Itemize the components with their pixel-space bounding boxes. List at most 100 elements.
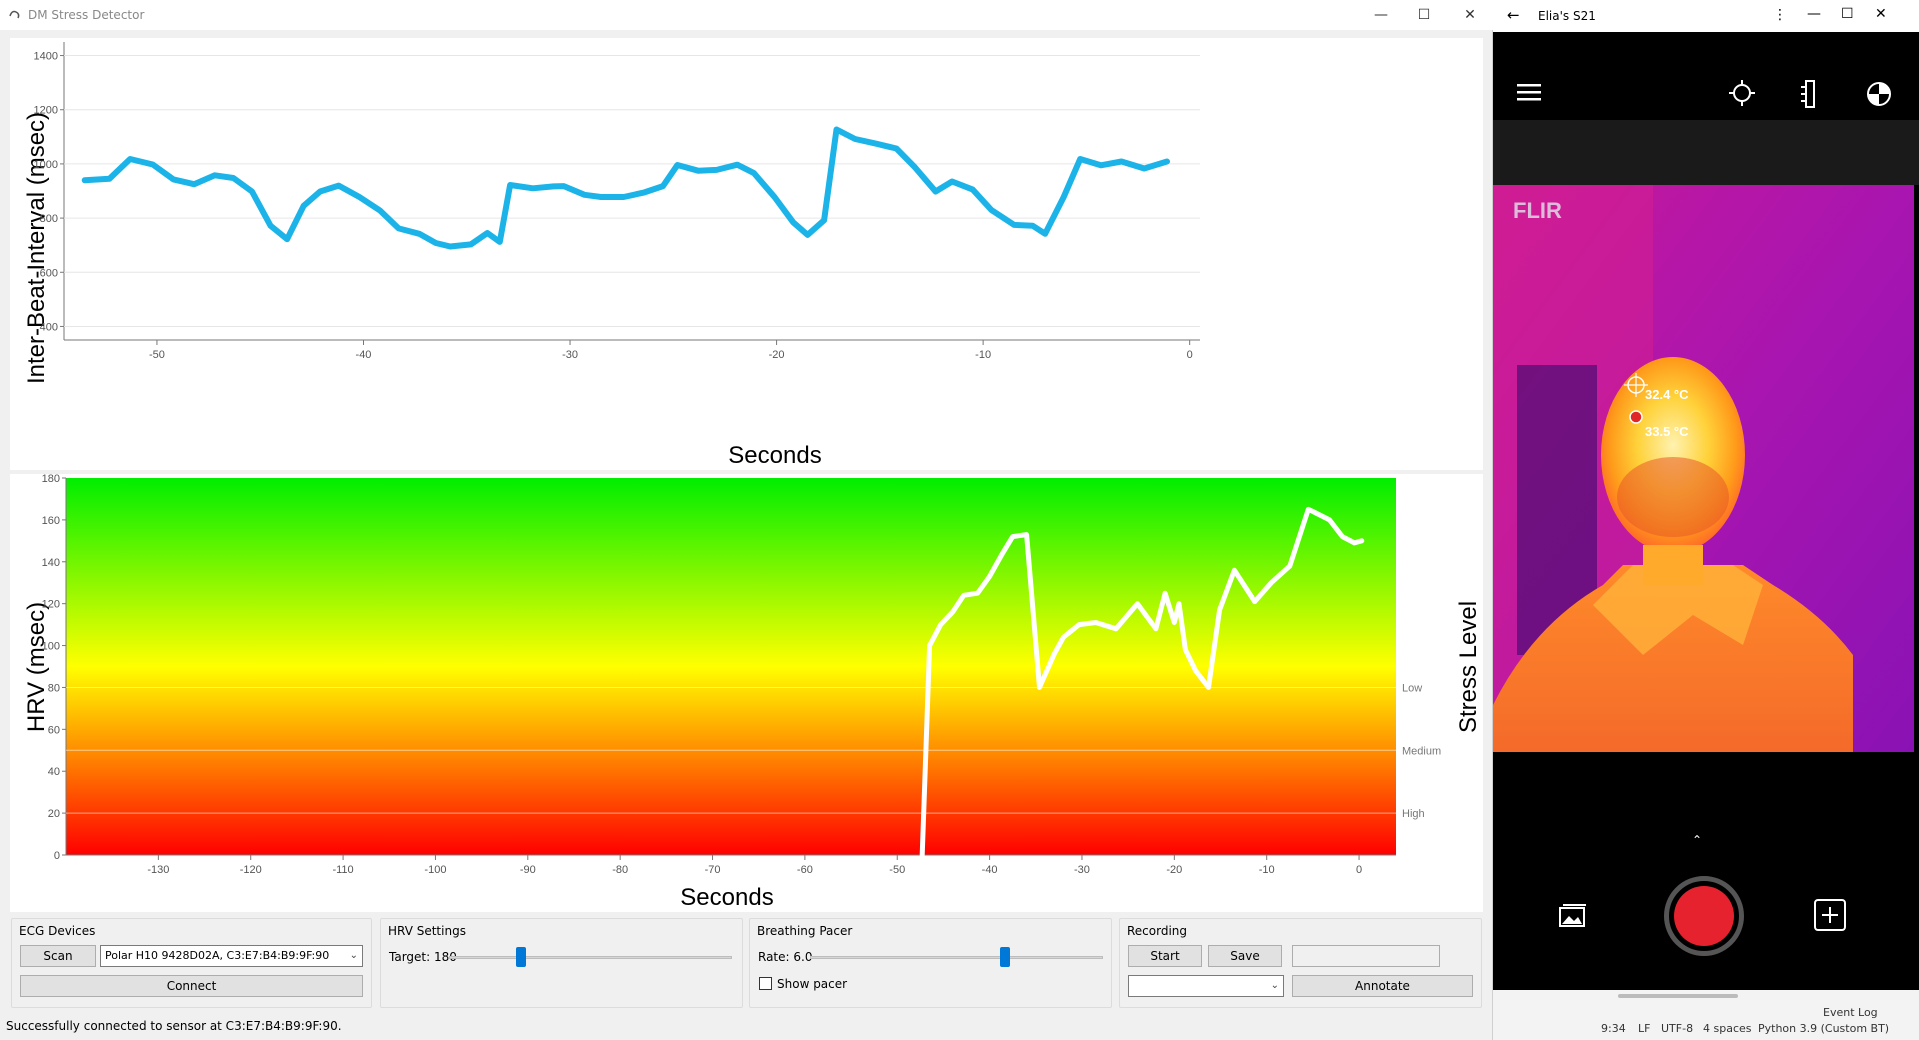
spot-meter-crosshair-icon[interactable]: [1624, 373, 1648, 397]
ibi-y-tick-label: 1000: [34, 159, 58, 171]
connect-button[interactable]: Connect: [20, 975, 363, 997]
back-arrow-icon[interactable]: ←: [1507, 6, 1520, 24]
start-button[interactable]: Start: [1128, 945, 1202, 967]
flir-bottom-bar: ⌃: [1493, 752, 1919, 990]
stress-gradient-background: [66, 478, 1396, 855]
hrv-x-tick-label: -70: [705, 864, 721, 876]
temperature-reading-2: 33.5 °C: [1645, 424, 1689, 439]
phone-window-title: Elia's S21: [1538, 9, 1596, 23]
hrv-x-axis-label: Seconds: [680, 884, 773, 911]
stress-level-label: Low: [1402, 682, 1422, 694]
breathing-pacer-panel: Breathing Pacer Rate: 6.0 Show pacer: [749, 918, 1112, 1008]
rate-slider-track[interactable]: [810, 956, 1103, 959]
ibi-y-axis-label: Inter-Beat-Interval (msec): [23, 112, 50, 384]
ibi-chart: Inter-Beat-Interval (msec) Seconds 1400 1…: [23, 42, 1200, 469]
ibi-y-tick-label: 1200: [34, 105, 58, 117]
hrv-x-tick-label: -90: [520, 864, 536, 876]
save-button[interactable]: Save: [1208, 945, 1282, 967]
hrv-x-tick-label: -100: [424, 864, 446, 876]
recording-title: Recording: [1127, 924, 1188, 938]
hrv-y-tick-label: 80: [48, 682, 60, 694]
chevron-down-icon: ⌄: [349, 950, 358, 961]
shutter-button[interactable]: [1664, 876, 1744, 956]
status-indent[interactable]: 4 spaces: [1703, 1022, 1752, 1035]
status-interpreter[interactable]: Python 3.9 (Custom BT): [1758, 1022, 1890, 1035]
recording-panel: Recording Start Save ⌄ Annotate: [1119, 918, 1482, 1008]
hrv-x-tick-label: 0: [1356, 864, 1362, 876]
flir-top-bar: [1493, 32, 1919, 120]
hrv-x-tick-label: -120: [240, 864, 262, 876]
ibi-x-axis-label: Seconds: [728, 442, 821, 469]
ibi-plot[interactable]: Inter-Beat-Interval (msec) Seconds 1400 1…: [10, 38, 1483, 470]
ibi-x-tick-label: -40: [356, 349, 372, 361]
minimize-button[interactable]: —: [1374, 7, 1388, 23]
temperature-reading-1: 32.4 °C: [1645, 387, 1689, 402]
gallery-icon[interactable]: [1559, 904, 1587, 928]
device-select[interactable]: Polar H10 9428D02A, C3:E7:B4:B9:9F:90 ⌄: [100, 945, 363, 967]
stress-level-label: Medium: [1402, 745, 1441, 757]
status-encoding[interactable]: UTF-8: [1661, 1022, 1694, 1035]
close-button[interactable]: ✕: [1875, 6, 1887, 22]
status-caret-position[interactable]: 9:34: [1601, 1022, 1626, 1035]
status-bar-text: Successfully connected to sensor at C3:E…: [6, 1019, 342, 1033]
ibi-y-tick-label: 1400: [34, 51, 58, 63]
hrv-y-tick-label: 60: [48, 724, 60, 736]
hrv-y-tick-label: 160: [42, 515, 60, 527]
annotation-input[interactable]: [1292, 945, 1440, 967]
thermal-camera-view: FLIR 32.4 °C 33.5 °C: [1493, 185, 1914, 752]
status-line-ending[interactable]: LF: [1638, 1022, 1651, 1035]
ibi-x-tick-label: -30: [562, 349, 578, 361]
hrv-x-tick-label: -60: [797, 864, 813, 876]
maximize-button[interactable]: ☐: [1841, 6, 1854, 22]
target-slider-track[interactable]: [449, 956, 732, 959]
target-slider-thumb[interactable]: [516, 947, 526, 967]
hrv-x-tick-label: -40: [982, 864, 998, 876]
ibi-x-tick-label: -50: [149, 349, 165, 361]
show-pacer-label: Show pacer: [777, 977, 848, 991]
annotate-button[interactable]: Annotate: [1292, 975, 1473, 997]
breathing-pacer-title: Breathing Pacer: [757, 924, 853, 938]
event-log-link[interactable]: Event Log: [1823, 1006, 1878, 1019]
rate-slider-thumb[interactable]: [1000, 947, 1010, 967]
add-icon[interactable]: [1814, 899, 1846, 931]
close-button[interactable]: ✕: [1464, 7, 1476, 23]
hrv-settings-title: HRV Settings: [388, 924, 466, 938]
ibi-x-tick-label: -10: [975, 349, 991, 361]
hrv-y-tick-label: 120: [42, 599, 60, 611]
show-pacer-checkbox[interactable]: [759, 977, 772, 990]
menu-icon[interactable]: [1517, 82, 1541, 102]
scan-button[interactable]: Scan: [20, 945, 96, 967]
phone-title-bar: ← Elia's S21 ⋮ — ☐ ✕: [1493, 0, 1919, 32]
more-options-icon[interactable]: ⋮: [1773, 7, 1787, 23]
hrv-y-tick-label: 140: [42, 557, 60, 569]
ibi-y-tick-label: 400: [40, 321, 58, 333]
hrv-x-tick-label: -110: [332, 864, 353, 876]
hrv-y-axis-label: HRV (msec): [23, 602, 50, 732]
hrv-y-tick-label: 180: [42, 474, 60, 485]
chevron-up-icon[interactable]: ⌃: [1691, 833, 1703, 847]
flir-brand-logo: FLIR: [1513, 198, 1562, 223]
ibi-y-tick-label: 600: [40, 267, 58, 279]
hrv-settings-panel: HRV Settings Target: 180: [380, 918, 743, 1008]
hrv-y-tick-label: 0: [54, 850, 60, 862]
hrv-y-tick-label: 20: [48, 808, 60, 820]
minimize-button[interactable]: —: [1807, 6, 1821, 22]
annotation-select[interactable]: ⌄: [1128, 975, 1284, 997]
hrv-plot[interactable]: HRV (msec) Seconds Stress Level 180 160 14…: [10, 473, 1483, 912]
crosshair-icon[interactable]: [1729, 80, 1755, 106]
window-title: DM Stress Detector: [28, 8, 145, 22]
hrv-x-tick-label: -10: [1259, 864, 1275, 876]
maximize-button[interactable]: ☐: [1417, 7, 1431, 23]
scroll-handle[interactable]: [1618, 994, 1738, 998]
title-bar: DM Stress Detector — ☐ ✕: [0, 0, 1493, 30]
app-icon: [9, 10, 20, 19]
ibi-series-line: [81, 126, 1170, 250]
scale-bar-icon[interactable]: [1801, 80, 1819, 108]
hrv-series-line: [919, 506, 1365, 858]
flir-spacer: [1493, 120, 1919, 185]
hrv-x-tick-label: -50: [889, 864, 905, 876]
color-palette-icon[interactable]: [1866, 81, 1892, 107]
record-icon: [1674, 886, 1734, 946]
ecg-devices-title: ECG Devices: [19, 924, 96, 938]
hrv-x-tick-label: -20: [1166, 864, 1182, 876]
